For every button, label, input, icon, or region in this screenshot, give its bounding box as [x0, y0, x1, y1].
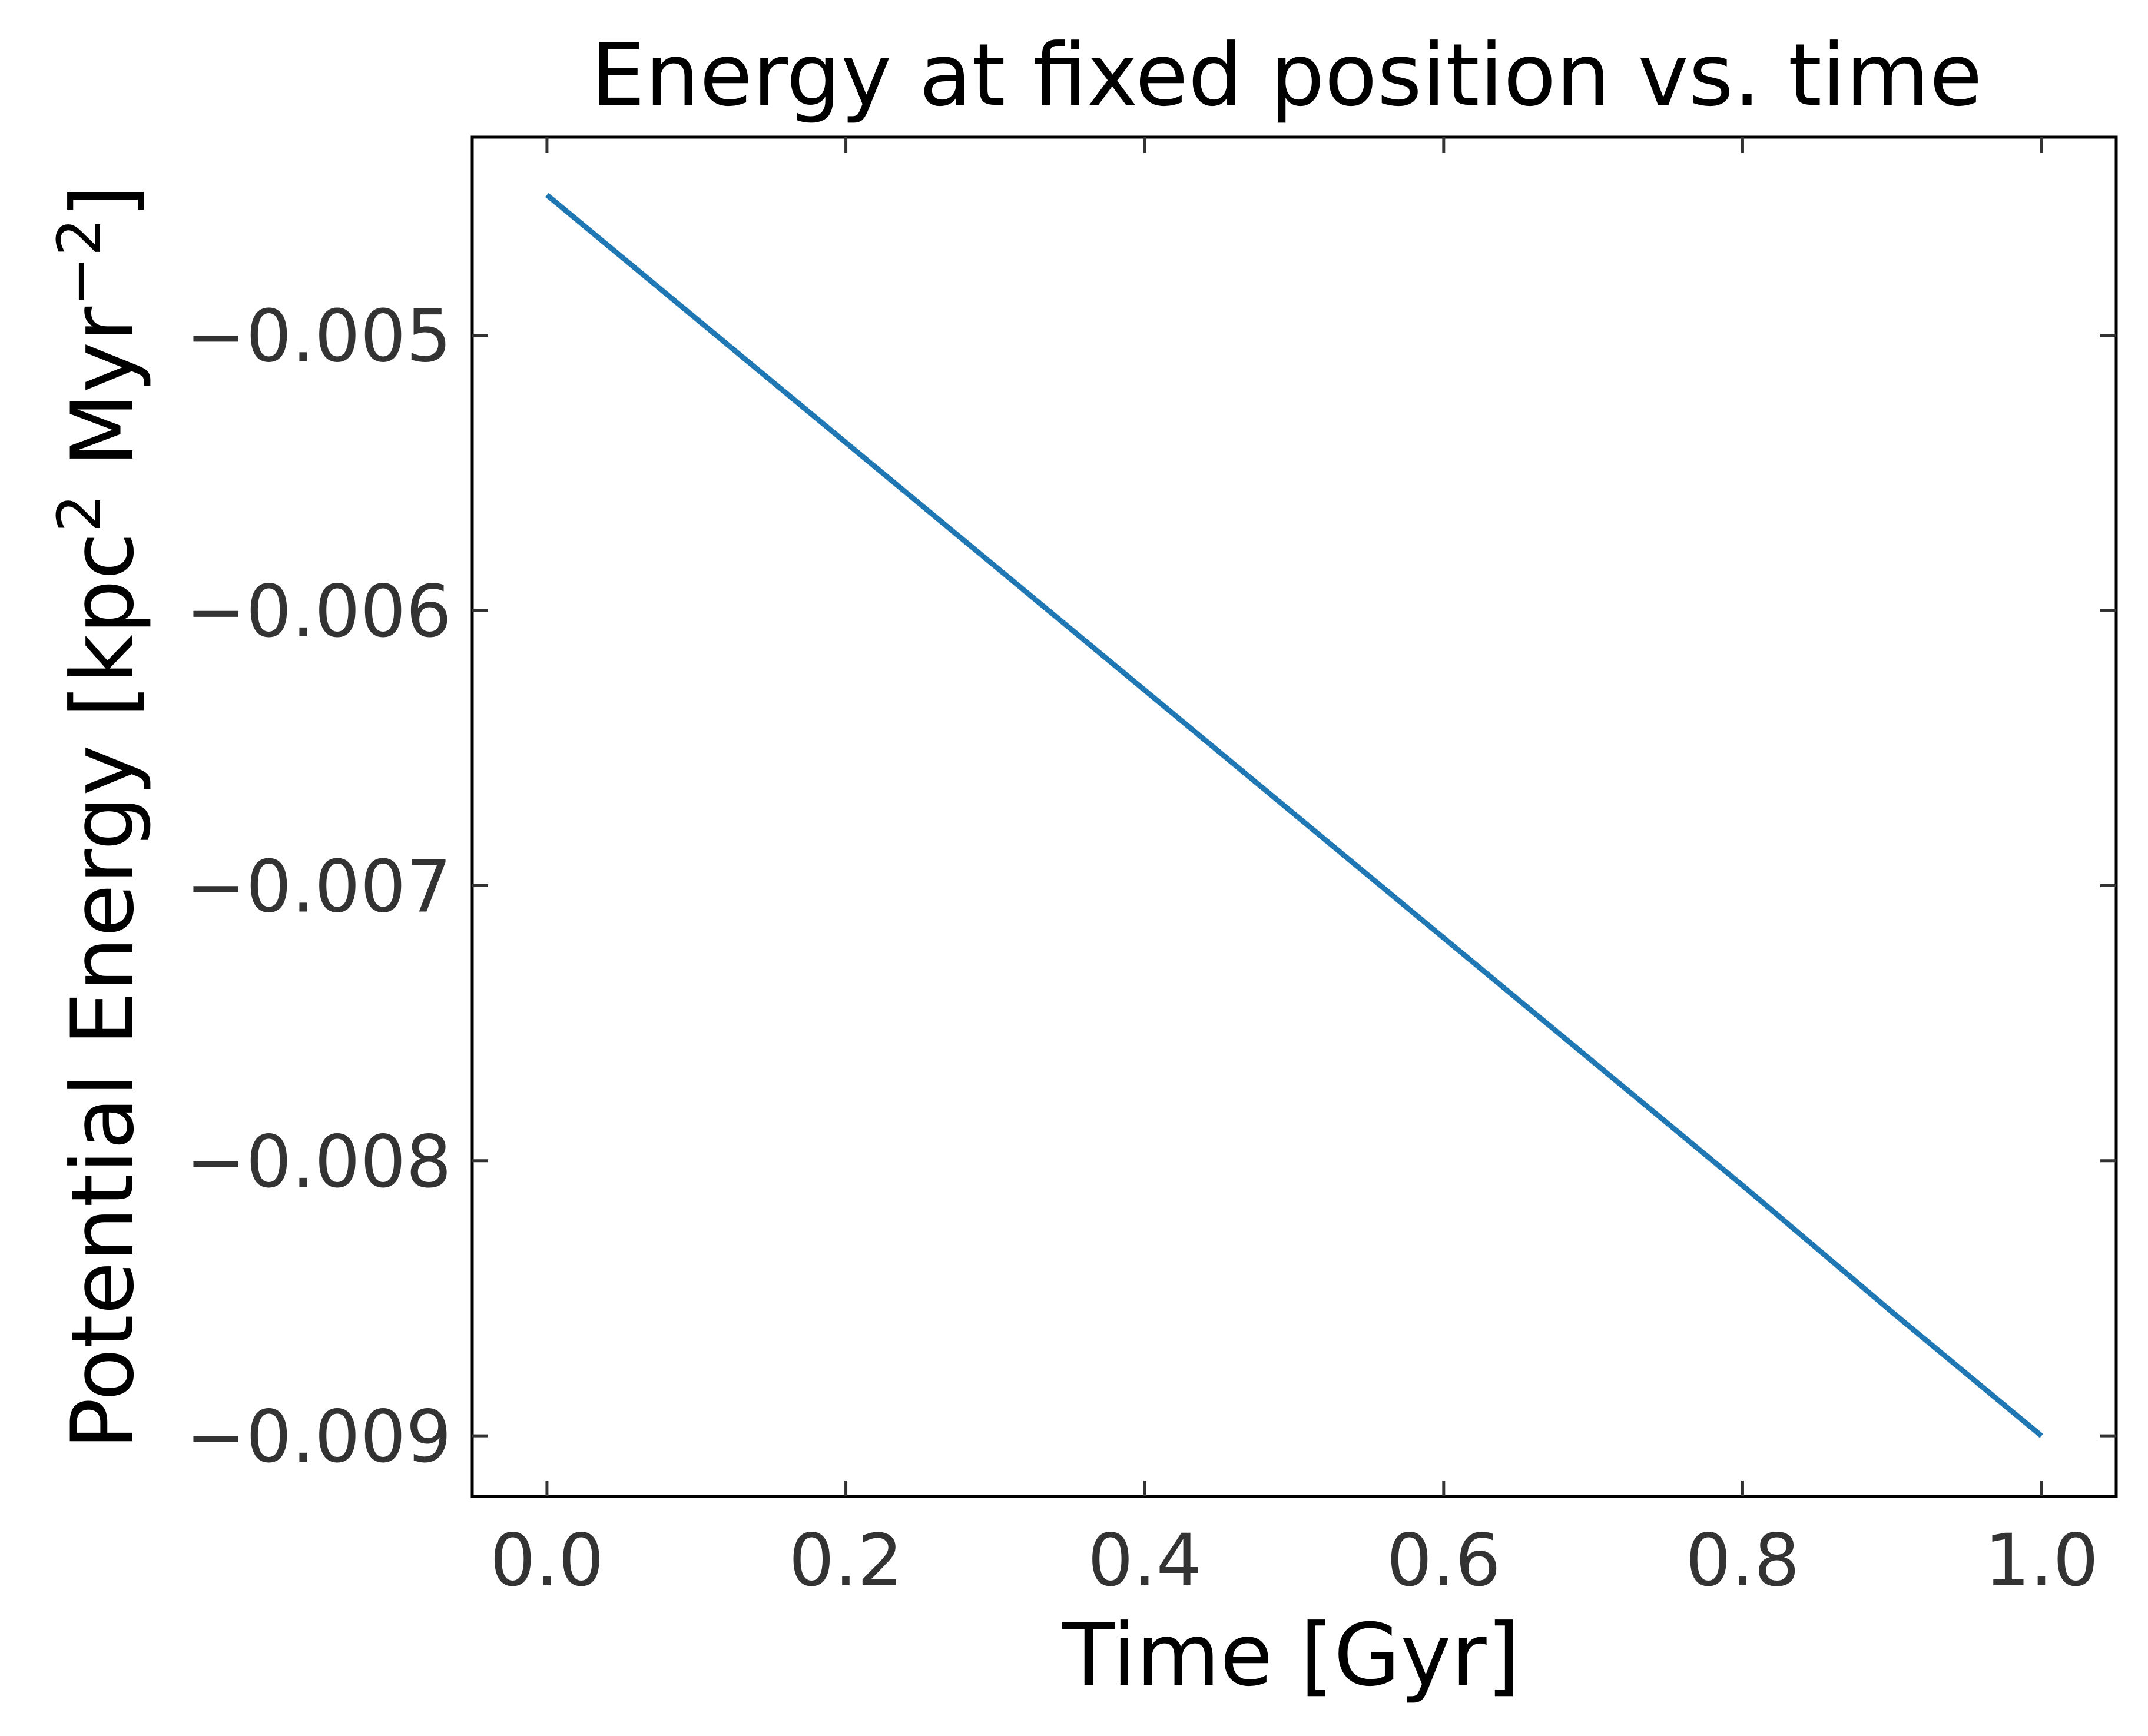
- x-tick-label: 0.0: [490, 1519, 604, 1602]
- y-axis-label-part2: Myr: [53, 306, 153, 494]
- y-ticks: −0.005 −0.006 −0.007 −0.008 −0.009: [186, 295, 2116, 1479]
- x-tick-label: 0.4: [1088, 1519, 1202, 1602]
- x-ticks: 0.0 0.2 0.4 0.6 0.8 1.0: [490, 137, 2099, 1602]
- y-axis-label-part3: ]: [53, 184, 153, 218]
- y-axis-label-sup2: −2: [45, 218, 115, 306]
- x-axis-label: Time [Gyr]: [1062, 1605, 1520, 1705]
- chart-title: Energy at fixed position vs. time: [591, 25, 1982, 125]
- y-tick-label: −0.009: [186, 1395, 452, 1479]
- series-line: [545, 192, 2043, 1438]
- y-axis-label: Potential Energy [kpc2 Myr−2]: [45, 184, 153, 1449]
- x-tick-label: 0.6: [1387, 1519, 1501, 1602]
- x-tick-label: 0.8: [1685, 1519, 1799, 1602]
- y-tick-label: −0.008: [186, 1120, 452, 1204]
- y-axis-label-sup1: 2: [45, 494, 115, 533]
- y-tick-label: −0.007: [186, 845, 452, 928]
- series-group: [545, 192, 2043, 1438]
- x-tick-label: 0.2: [789, 1519, 903, 1602]
- y-axis-label-part1: Potential Energy [kpc: [53, 533, 153, 1450]
- plot-frame: [470, 135, 2118, 1498]
- y-tick-label: −0.006: [186, 570, 452, 653]
- x-tick-label: 1.0: [1984, 1519, 2099, 1602]
- y-tick-label: −0.005: [186, 295, 452, 379]
